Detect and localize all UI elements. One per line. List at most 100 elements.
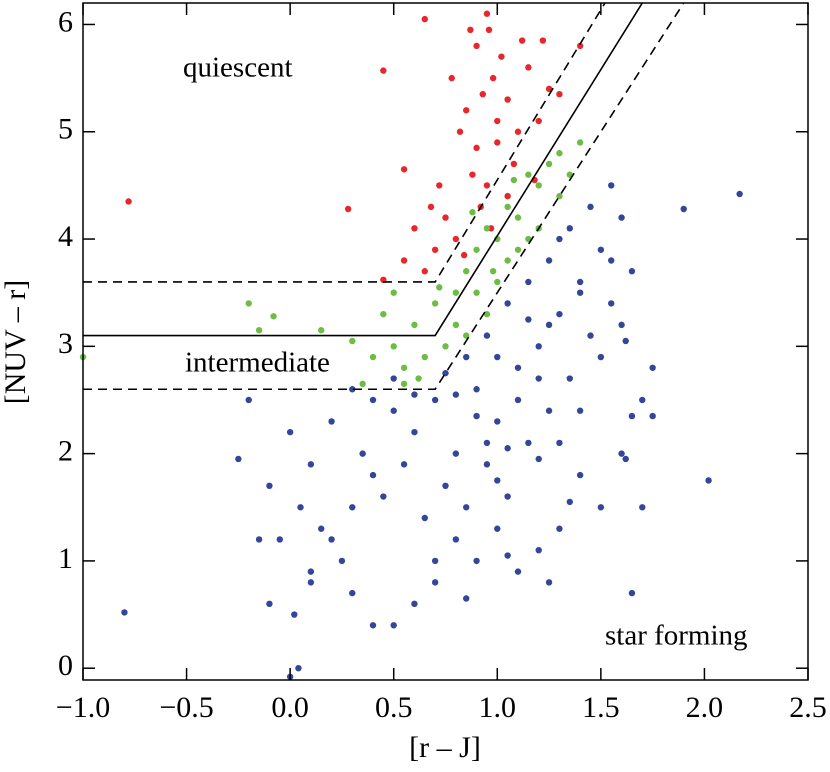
point (452, 391, 460, 398)
point (359, 450, 366, 457)
x-tick-label: 2.5 (789, 691, 827, 724)
point (576, 407, 584, 414)
x-tick-label: −0.5 (159, 691, 213, 724)
boundary-line (83, 2, 606, 283)
point (504, 493, 511, 500)
point (359, 380, 366, 388)
annotation: intermediate (185, 347, 330, 379)
point (297, 504, 304, 511)
point (390, 343, 397, 350)
point (427, 203, 435, 211)
point (349, 504, 356, 511)
point (369, 353, 377, 361)
point (255, 327, 263, 334)
point (349, 386, 356, 393)
point (463, 595, 470, 602)
x-tick-label: 1.0 (479, 691, 517, 724)
point (442, 214, 449, 221)
point (421, 514, 428, 522)
point (473, 246, 480, 253)
point (390, 375, 397, 382)
point (566, 225, 573, 232)
point (125, 198, 132, 205)
point (369, 471, 377, 479)
point (483, 461, 491, 468)
plot-frame (82, 2, 809, 681)
point (597, 504, 605, 511)
point (608, 300, 615, 307)
point (556, 150, 563, 157)
point (349, 589, 356, 597)
point (452, 289, 460, 296)
point (556, 235, 563, 243)
point (525, 316, 532, 323)
point (338, 557, 346, 565)
point (442, 343, 449, 350)
point (469, 209, 476, 216)
point (307, 568, 315, 575)
point (545, 407, 553, 414)
point (618, 321, 625, 329)
y-tick-label: 2 (58, 435, 73, 468)
point (504, 192, 511, 200)
point (442, 369, 449, 377)
x-tick-label: 1.5 (582, 691, 620, 724)
x-tick-label: −1.0 (56, 691, 110, 724)
point (680, 205, 687, 213)
point (514, 246, 522, 253)
point (291, 611, 298, 618)
point (276, 536, 283, 543)
point (369, 622, 377, 629)
point (494, 418, 501, 425)
point (400, 380, 408, 388)
point (452, 536, 460, 543)
point (400, 257, 408, 264)
point (473, 412, 480, 420)
point (473, 557, 480, 565)
x-axis-label: [r – J] (409, 731, 481, 764)
point (622, 337, 629, 345)
point (489, 74, 497, 82)
y-tick-label: 4 (58, 220, 73, 253)
y-tick-label: 5 (58, 113, 73, 146)
point (504, 203, 511, 211)
point (525, 278, 532, 286)
point (463, 504, 470, 511)
point (566, 498, 573, 506)
point (411, 225, 418, 232)
point (618, 450, 625, 457)
point (545, 160, 553, 168)
point (628, 268, 636, 275)
point (400, 461, 408, 468)
point (489, 268, 497, 275)
point (436, 284, 443, 291)
point (622, 455, 629, 463)
point (307, 461, 315, 468)
point (431, 246, 439, 253)
point (618, 214, 625, 221)
point (494, 139, 501, 146)
point (421, 15, 428, 23)
point (504, 257, 511, 264)
point (431, 396, 439, 404)
point (535, 455, 542, 463)
point (494, 278, 501, 286)
boundary-line (83, 2, 643, 337)
point (514, 396, 522, 404)
point (456, 128, 464, 135)
point (483, 439, 491, 447)
point (649, 364, 656, 371)
point (514, 214, 522, 221)
point (504, 300, 511, 307)
point (483, 10, 491, 17)
point (463, 268, 470, 275)
point (328, 418, 335, 425)
point (576, 289, 584, 296)
point (400, 364, 408, 371)
point (245, 396, 252, 404)
point (494, 117, 501, 125)
point (286, 428, 294, 436)
point (473, 144, 480, 152)
point (494, 477, 501, 484)
